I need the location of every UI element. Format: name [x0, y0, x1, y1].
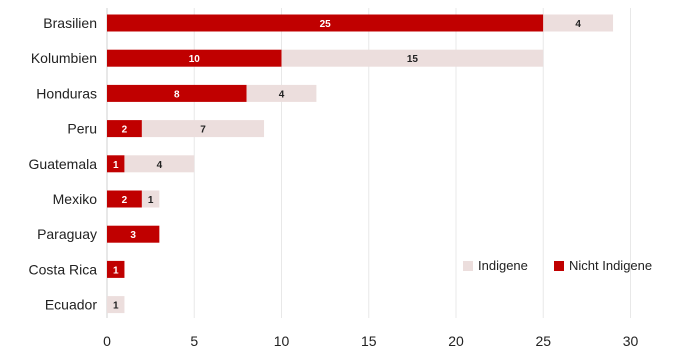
- bar-indigene: [281, 49, 544, 67]
- data-label: 15: [407, 54, 419, 65]
- data-label: 7: [200, 125, 206, 136]
- category-label: Mexiko: [53, 191, 98, 207]
- legend-swatch: [463, 261, 473, 271]
- data-label: 4: [575, 19, 581, 30]
- data-label: 25: [320, 19, 332, 30]
- x-tick-label: 30: [623, 333, 639, 349]
- data-label: 2: [122, 195, 128, 206]
- bar-nicht-indigene: [107, 14, 544, 32]
- bar-nicht-indigene: [107, 155, 125, 173]
- bar-nicht-indigene: [107, 84, 247, 102]
- x-tick-label: 25: [535, 333, 551, 349]
- bar-indigene: [124, 155, 195, 173]
- data-label: 3: [130, 230, 136, 241]
- bar-indigene: [107, 296, 125, 314]
- category-label: Peru: [67, 121, 97, 137]
- bar-indigene: [246, 84, 317, 102]
- x-tick-label: 0: [103, 333, 111, 349]
- bar-nicht-indigene: [107, 120, 142, 138]
- category-label: Ecuador: [45, 297, 97, 313]
- bar-nicht-indigene: [107, 260, 125, 278]
- bar-nicht-indigene: [107, 49, 282, 67]
- x-tick-label: 5: [190, 333, 198, 349]
- category-label: Guatemala: [29, 156, 98, 172]
- data-label: 4: [279, 89, 285, 100]
- x-tick-label: 15: [361, 333, 377, 349]
- category-label: Honduras: [36, 85, 97, 101]
- data-label: 4: [157, 160, 163, 171]
- category-label: Paraguay: [37, 226, 97, 242]
- bar-indigene: [141, 120, 265, 138]
- x-tick-label: 20: [448, 333, 464, 349]
- data-label: 8: [174, 89, 180, 100]
- bar-nicht-indigene: [107, 225, 160, 243]
- data-label: 1: [113, 301, 119, 312]
- data-label: 2: [122, 125, 128, 136]
- legend-label: Indigene: [478, 258, 528, 273]
- data-label: 10: [189, 54, 201, 65]
- legend-swatch: [554, 261, 564, 271]
- bar-indigene: [141, 190, 160, 208]
- data-label: 1: [113, 160, 119, 171]
- data-label: 1: [148, 195, 154, 206]
- category-label: Costa Rica: [29, 261, 98, 277]
- bar-nicht-indigene: [107, 190, 142, 208]
- category-label: Kolumbien: [31, 50, 97, 66]
- legend-label: Nicht Indigene: [569, 258, 652, 273]
- x-tick-label: 10: [274, 333, 290, 349]
- category-label: Brasilien: [43, 15, 97, 31]
- bar-indigene: [543, 14, 614, 32]
- data-label: 1: [113, 265, 119, 276]
